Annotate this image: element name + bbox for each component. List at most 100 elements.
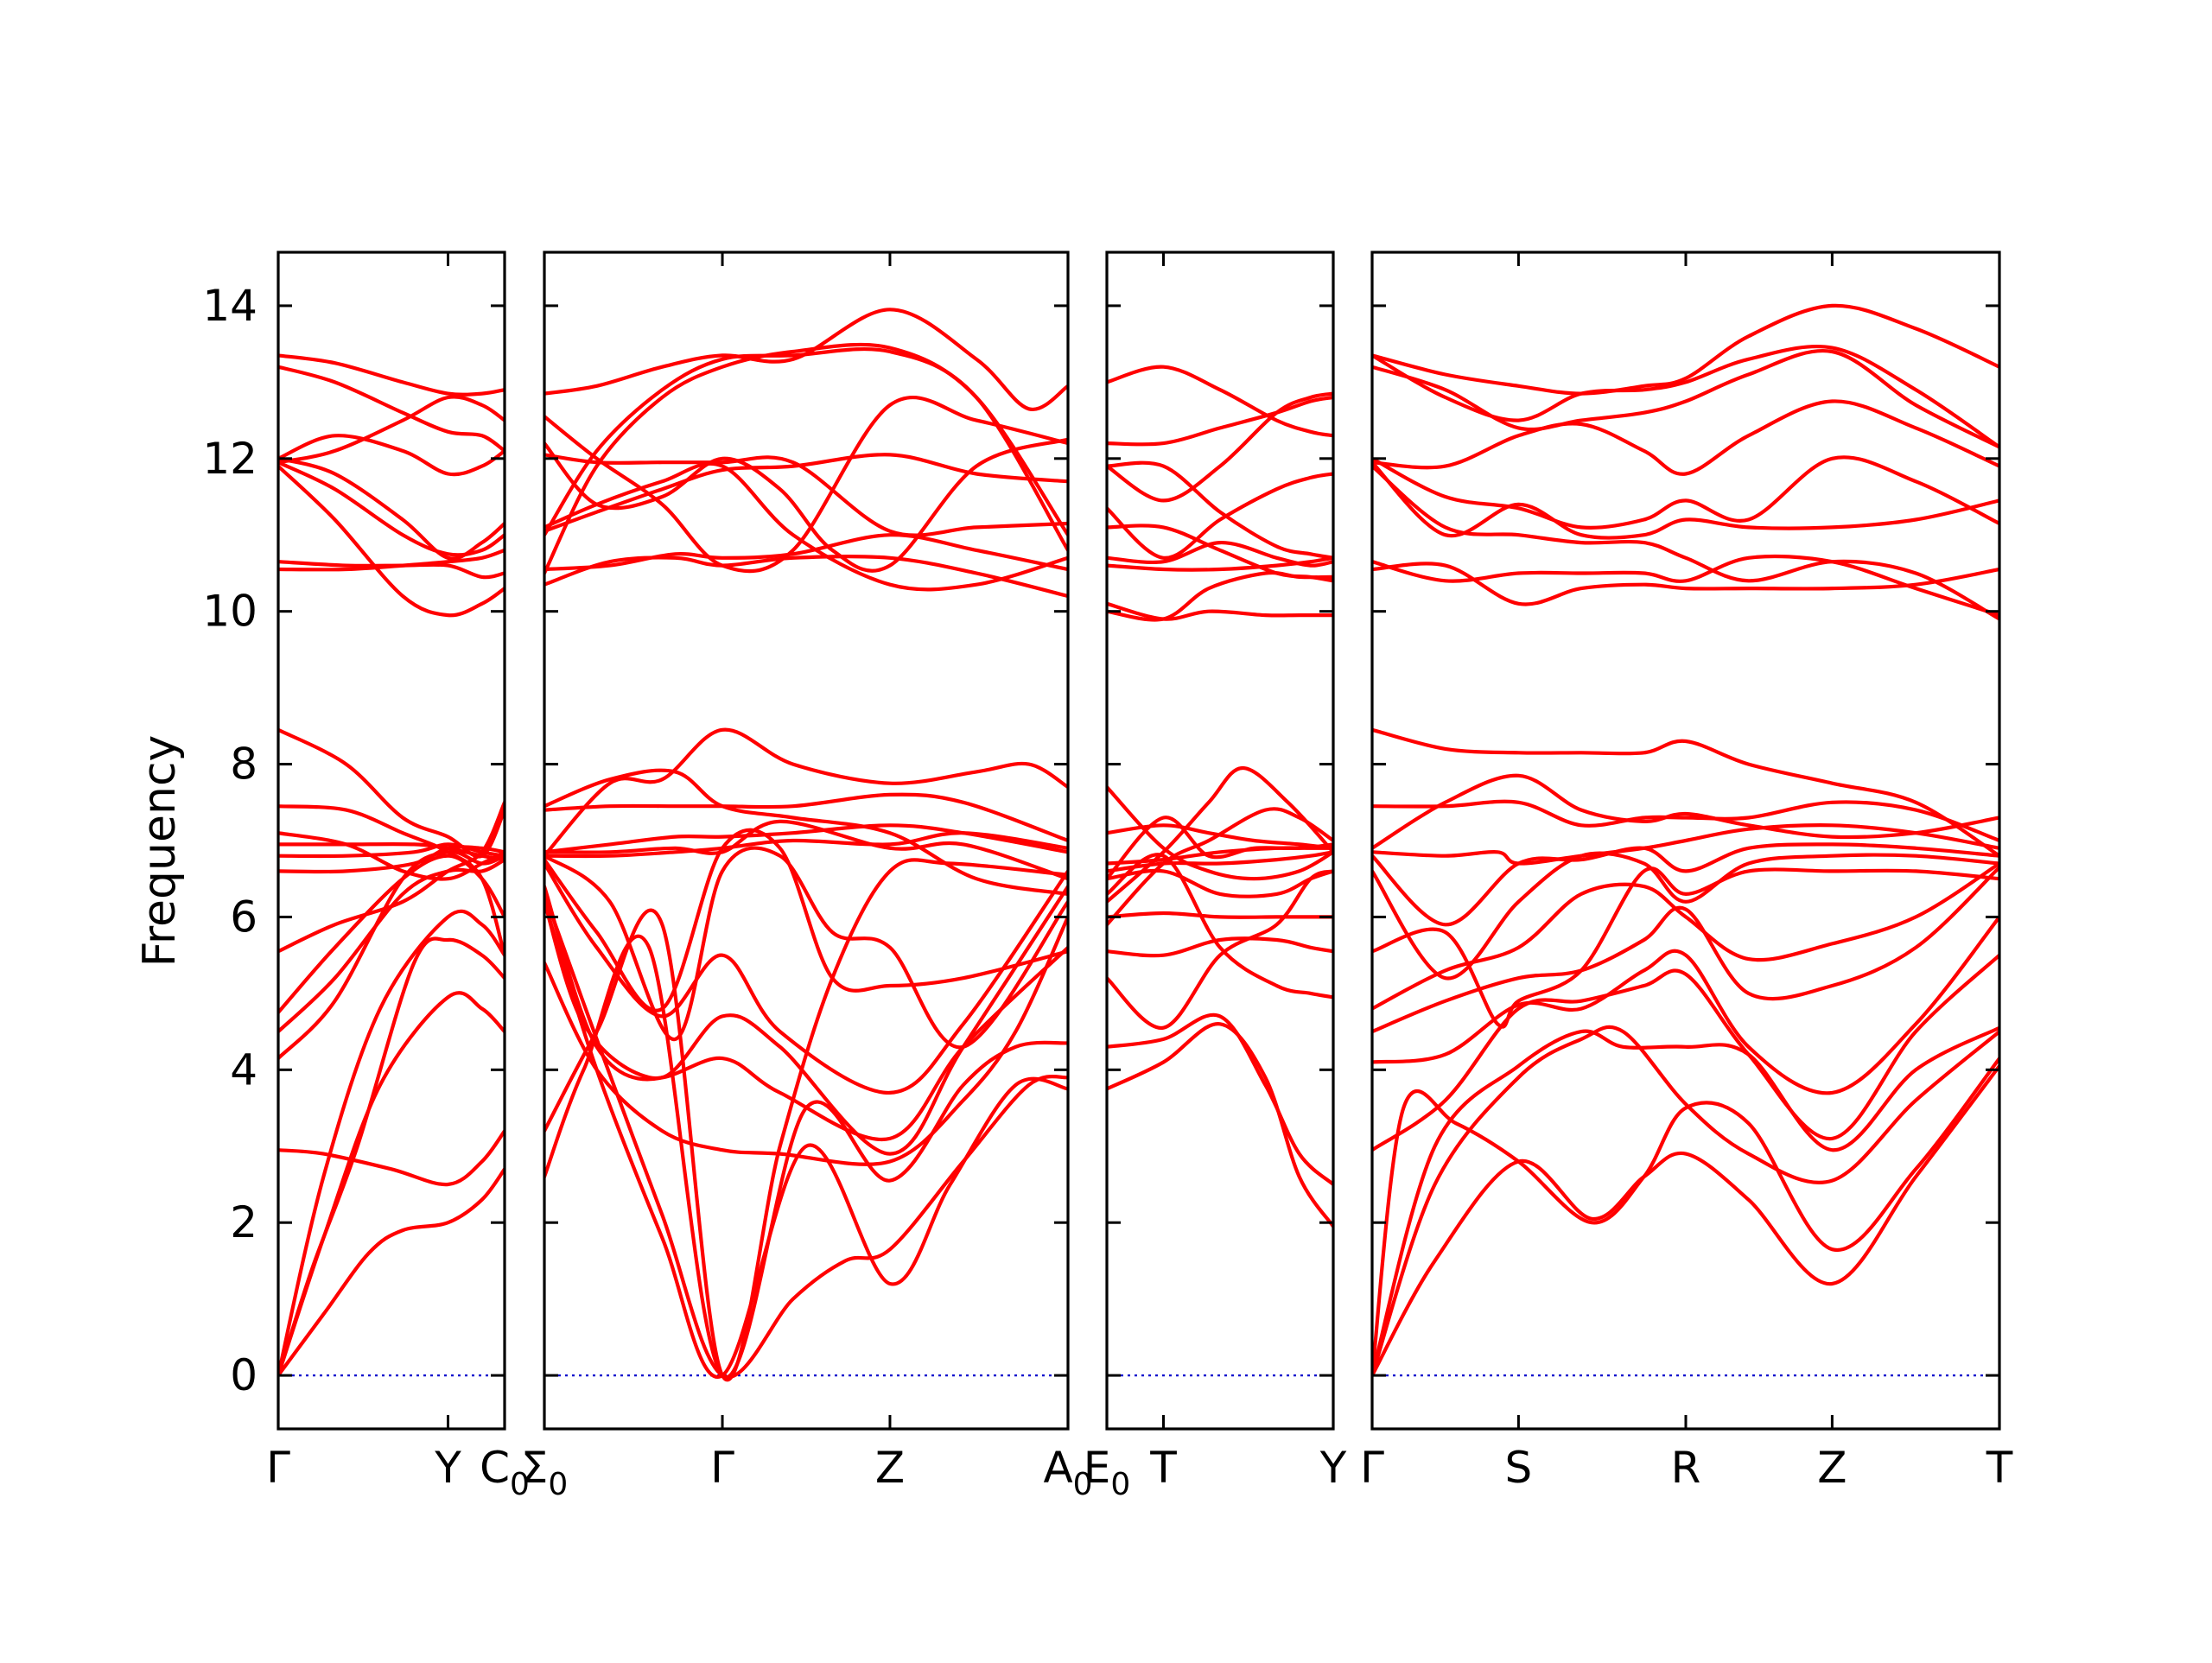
phonon-band-3-8 [1107,850,1333,873]
phonon-band-4-1 [1372,1063,1999,1378]
phonon-band-4-8 [1372,861,1999,1011]
y-tick-label: 10 [202,587,257,637]
phonon-band-4-9 [1372,866,1999,1029]
phonon-band-4-21 [1372,399,1999,476]
phonon-band-4-18 [1372,464,1999,621]
phonon-band-3-24 [1107,365,1333,438]
phonon-band-1-22 [278,395,505,465]
y-axis-label: Frequency [134,735,186,968]
phonon-band-4-24 [1372,303,1999,396]
phonon-band-4-4 [1372,1025,1999,1378]
phonon-band-4-12 [1372,823,1999,866]
phonon-band-4-7 [1372,865,1999,1034]
x-tick-label: Γ [710,1443,734,1493]
phonon-band-1-10 [278,845,505,874]
phonon-band-2-23 [544,395,1068,574]
phonon-band-4-15 [1372,727,1999,858]
phonon-band-1-24 [278,353,505,397]
phonon-band-3-1 [1107,1022,1333,1228]
y-tick-label: 2 [230,1197,257,1247]
x-tick-label: Z [1817,1443,1847,1493]
phonon-band-3-5 [1107,853,1333,1000]
phonon-band-4-20 [1372,455,1999,530]
phonon-band-3-21 [1107,460,1333,560]
phonon-band-4-17 [1372,554,1999,618]
x-tick-label: Γ [1360,1443,1384,1493]
phonon-band-3-19 [1107,524,1333,583]
phonon-band-2-11 [544,819,1068,881]
phonon-band-3-15 [1107,601,1333,621]
phonon-band-2-9 [544,846,1068,1050]
panel-2-frame [543,251,1070,1431]
phonon-band-2-16 [544,768,1068,896]
phonon-band-1-13 [278,831,505,881]
phonon-band-1-19 [278,460,505,557]
phonon-band-1-5 [278,909,505,1378]
phonon-band-4-11 [1372,842,1999,927]
panel-3: E0 T Y [1084,251,1347,1502]
phonon-band-2-21 [544,453,1068,537]
x-tick-label: E0 [1084,1443,1131,1502]
x-tick-label: Y [1319,1443,1347,1493]
phonon-band-2-26 [544,308,1068,411]
phonon-band-2-2 [544,899,1068,1379]
y-tick-label: 4 [230,1044,257,1095]
phonon-band-4-14 [1372,773,1999,850]
phonon-band-4-22 [1372,348,1999,449]
phonon-band-1-2 [278,1129,505,1187]
phonon-band-2-5 [544,915,1068,1166]
panel-4-bands [1372,303,1999,1378]
phonon-band-2-22 [544,437,1068,573]
panel-2: Σ0 Γ Z A0 [521,251,1093,1502]
x-tick-label: T [1986,1443,2013,1493]
phonon-band-4-10 [1372,851,1999,981]
phonon-band-2-25 [544,342,1068,575]
phonon-band-2-18 [544,533,1068,572]
phonon-band-1-21 [278,434,505,477]
y-tick-label: 0 [230,1350,257,1400]
y-tick-label: 12 [202,434,257,484]
x-tick-label: Y [434,1443,461,1493]
phonon-band-3-11 [1107,823,1333,850]
phonon-band-1-4 [278,936,505,1378]
y-tick-label: 6 [230,892,257,942]
x-tick-label: Γ [266,1443,290,1493]
phonon-band-4-23 [1372,344,1999,449]
x-tick-label: S [1505,1443,1533,1493]
phonon-band-3-17 [1107,555,1333,572]
phonon-band-3-12 [1107,785,1333,881]
phonon-band-2-15 [544,727,1068,858]
phonon-band-3-13 [1107,765,1333,904]
phonon-band-2-3 [544,934,1068,1380]
x-tick-label: C0 [480,1443,530,1502]
phonon-band-1-17 [278,560,505,580]
x-tick-label: A0 [1043,1443,1092,1502]
phonon-band-4-5 [1372,953,1999,1152]
phonon-band-3-20 [1107,472,1333,560]
panel-2-bands [544,308,1068,1382]
panel-1-frame [276,251,506,1431]
phonon-band-4-2 [1372,1057,1999,1378]
panel-1: 0 2 4 6 8 10 12 14 Γ Y C0 [202,251,530,1502]
phonon-band-1-1 [278,1167,505,1378]
phonon-band-2-14 [544,831,1068,859]
panel-3-bands [1107,365,1333,1377]
x-tick-label: Z [875,1443,905,1493]
phonon-band-3-6 [1107,911,1333,919]
phonon-band-1-11 [278,842,505,859]
phonon-band-2-4 [544,858,1068,1382]
phonon-band-2-19 [544,461,1068,592]
phonon-band-3-2 [1107,1012,1333,1187]
x-tick-label: T [1149,1443,1177,1493]
phonon-band-4-19 [1372,460,1999,540]
phonon-band-1-7 [278,858,505,1034]
x-tick-label: Σ0 [521,1443,569,1502]
y-tick-label: 14 [202,281,257,331]
phonon-band-3-4 [1107,936,1333,958]
panel-1-bands [278,353,505,1378]
phonon-band-1-18 [278,464,505,618]
phonon-band-2-8 [544,861,1068,1095]
